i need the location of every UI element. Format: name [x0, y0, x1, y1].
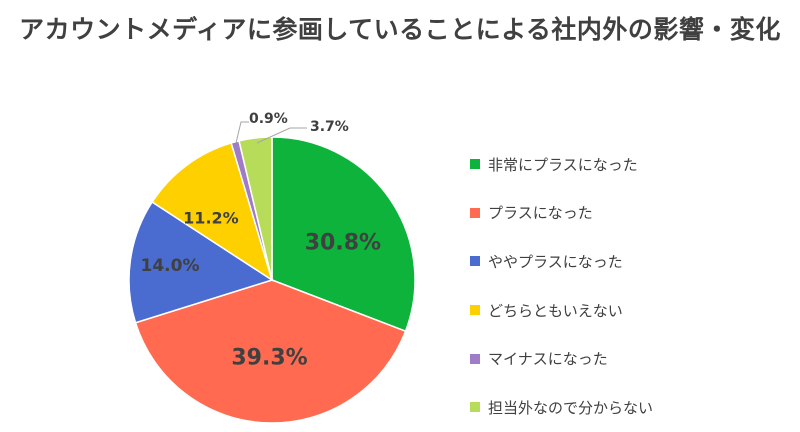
legend-item: 非常にプラスになった [470, 140, 653, 189]
legend-item: ややプラスになった [470, 237, 653, 286]
pie-slice [238, 136, 273, 281]
leader-line [235, 121, 249, 144]
legend-item: 担当外なので分からない [470, 383, 653, 432]
data-label: 14.0% [141, 256, 200, 276]
legend-item: プラスになった [470, 189, 653, 238]
pie-slice [128, 200, 274, 324]
legend-swatch [470, 402, 480, 413]
legend-swatch [470, 159, 480, 170]
legend-swatch [470, 353, 480, 364]
data-label: 0.9% [249, 111, 288, 127]
legend-item: マイナスになった [470, 334, 653, 383]
legend-swatch [470, 305, 480, 316]
legend-label: ややプラスになった [488, 252, 623, 271]
legend-label: 担当外なので分からない [488, 398, 654, 417]
legend-item: どちらともいえない [470, 286, 653, 335]
data-label: 3.7% [310, 119, 349, 135]
legend-label: マイナスになった [488, 350, 608, 369]
pie-slice [271, 136, 416, 333]
pie-slice [151, 142, 274, 282]
legend-swatch [470, 207, 480, 218]
chart-legend: 非常にプラスになった プラスになったややプラスになった どちらともいえない マイナスに… [470, 140, 653, 432]
leader-line [256, 127, 307, 144]
legend-label: プラスになった [488, 204, 593, 223]
legend-swatch [470, 256, 480, 267]
legend-label: 非常にプラスになった [488, 155, 638, 174]
data-label: 11.2% [183, 208, 239, 227]
legend-label: どちらともいえない [488, 301, 623, 320]
pie-slice [134, 279, 407, 424]
data-label: 39.3% [231, 346, 307, 371]
chart-title: アカウントメディアに参画していることによる社内外の影響・変化 [19, 15, 781, 44]
data-label: 30.8% [305, 230, 381, 255]
